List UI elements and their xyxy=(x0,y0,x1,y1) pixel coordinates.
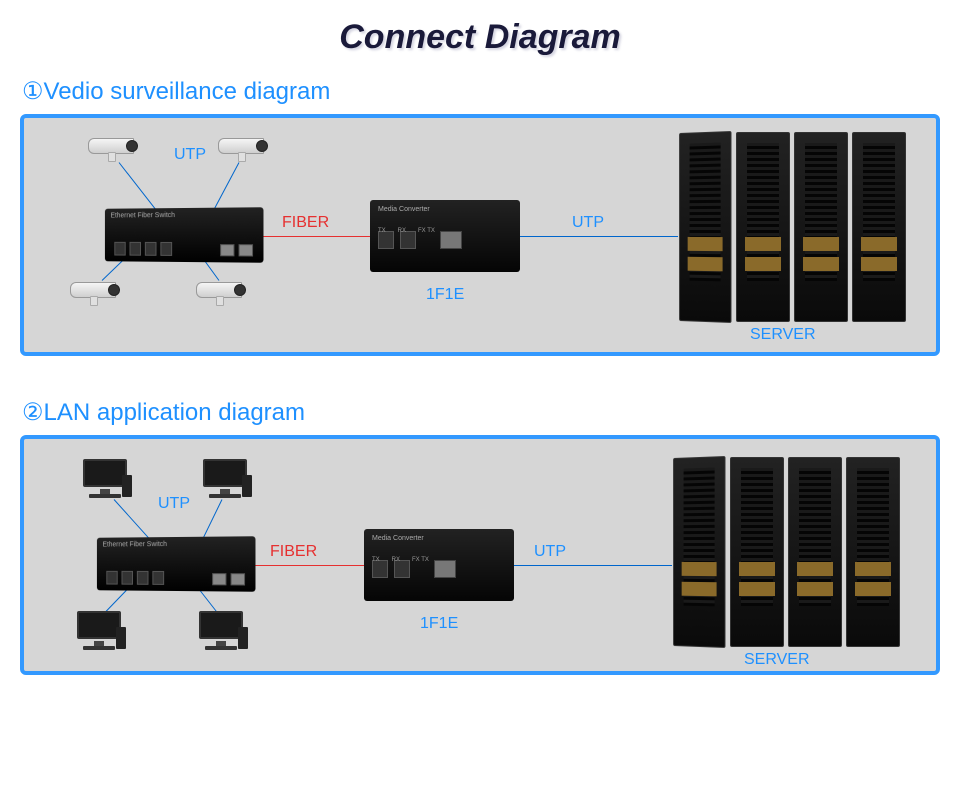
utp-label: UTP xyxy=(158,495,190,513)
fiber-label: FIBER xyxy=(282,214,329,232)
server-label: SERVER xyxy=(750,326,816,344)
server-label: SERVER xyxy=(744,651,810,669)
monitor-icon xyxy=(196,611,246,653)
utp-label: UTP xyxy=(174,146,206,164)
media-converter-icon: Media Converter TXRXFX TX xyxy=(364,529,514,601)
converter-label: 1F1E xyxy=(420,615,458,633)
monitor-icon xyxy=(80,459,130,501)
section-2-heading: ②LAN application diagram xyxy=(22,398,960,427)
server-rack-icon xyxy=(678,132,918,322)
section-1-heading: ①Vedio surveillance diagram xyxy=(22,77,960,106)
camera-icon xyxy=(216,134,274,162)
fiber-switch-icon: Ethernet Fiber Switch xyxy=(97,536,256,592)
converter-label: 1F1E xyxy=(426,286,464,304)
fiber-label: FIBER xyxy=(270,543,317,561)
camera-icon xyxy=(68,278,126,306)
diagram-2: UTP Ethernet Fiber Switch FIBER Media Co… xyxy=(20,435,940,675)
utp-label: UTP xyxy=(572,214,604,232)
monitor-icon xyxy=(200,459,250,501)
diagram-1: UTP Ethernet Fiber Switch FIBER Media Co… xyxy=(20,114,940,356)
camera-icon xyxy=(86,134,144,162)
media-converter-icon: Media Converter TXRXFX TX xyxy=(370,200,520,272)
utp-label: UTP xyxy=(534,543,566,561)
monitor-icon xyxy=(74,611,124,653)
page-title: Connect Diagram xyxy=(0,0,960,57)
fiber-switch-icon: Ethernet Fiber Switch xyxy=(105,207,264,263)
camera-icon xyxy=(194,278,252,306)
server-rack-icon xyxy=(672,457,912,647)
